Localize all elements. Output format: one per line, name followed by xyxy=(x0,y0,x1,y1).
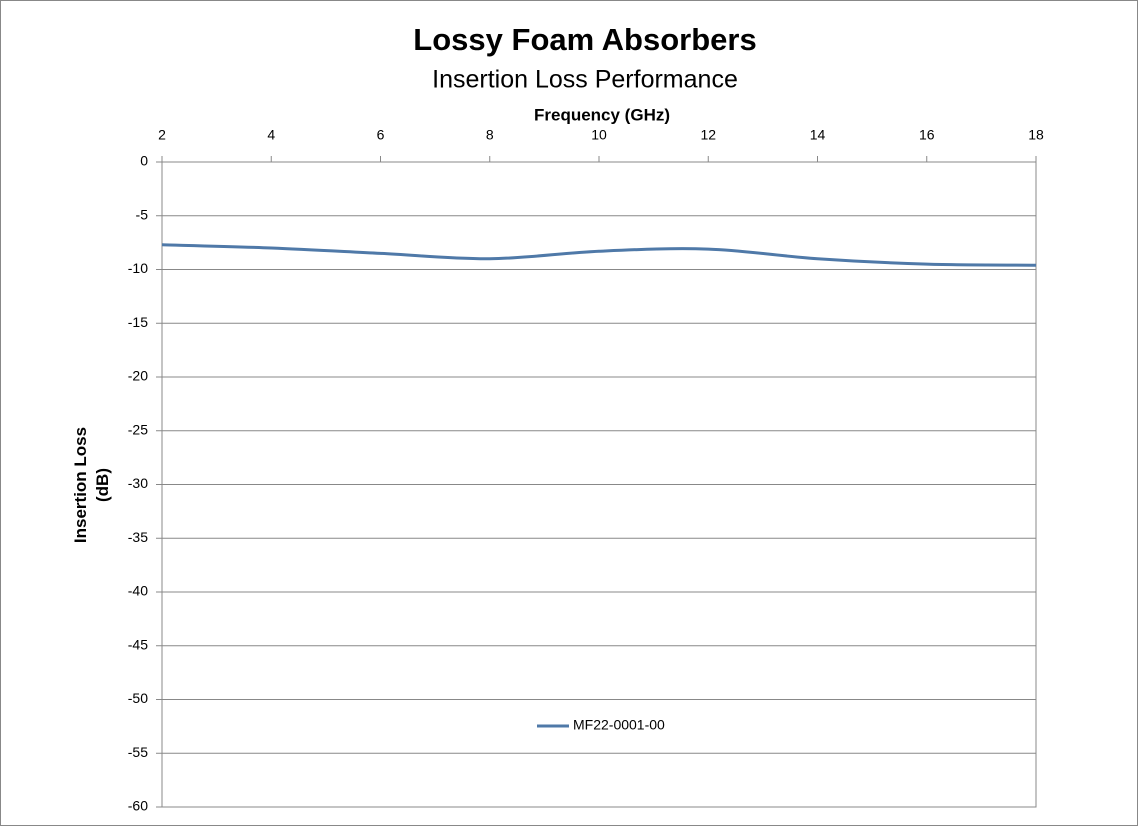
y-tick-label: -25 xyxy=(128,421,148,437)
chart-subtitle: Insertion Loss Performance xyxy=(432,66,738,94)
x-tick-label: 14 xyxy=(810,127,826,143)
x-tick-label: 4 xyxy=(267,127,275,143)
y-axis-label: Insertion Loss (dB) xyxy=(71,426,112,544)
y-tick-label: -40 xyxy=(128,583,148,599)
y-tick-label: -45 xyxy=(128,636,148,652)
y-tick-label: 0 xyxy=(140,153,148,169)
legend-label: MF22-0001-00 xyxy=(573,717,665,733)
x-tick-label: 8 xyxy=(486,127,494,143)
y-tick-label: -30 xyxy=(128,475,148,491)
y-tick-label: -20 xyxy=(128,368,148,384)
x-tick-label: 16 xyxy=(919,127,935,143)
y-tick-label: -60 xyxy=(128,798,148,814)
chart-title: Lossy Foam Absorbers xyxy=(413,22,756,57)
y-tick-label: -50 xyxy=(128,690,148,706)
x-tick-label: 10 xyxy=(591,127,607,143)
y-tick-label: -10 xyxy=(128,260,148,276)
y-tick-label: -55 xyxy=(128,744,148,760)
data-line xyxy=(161,243,1037,267)
y-tick-label: -35 xyxy=(128,529,148,545)
y-tick-label: -5 xyxy=(136,206,149,222)
y-tick-label: -15 xyxy=(128,314,148,330)
x-tick-label: 2 xyxy=(158,127,166,143)
x-axis-label: Frequency (GHz) xyxy=(534,105,670,124)
x-tick-label: 6 xyxy=(377,127,385,143)
x-tick-label: 18 xyxy=(1028,127,1044,143)
x-tick-label: 12 xyxy=(700,127,716,143)
